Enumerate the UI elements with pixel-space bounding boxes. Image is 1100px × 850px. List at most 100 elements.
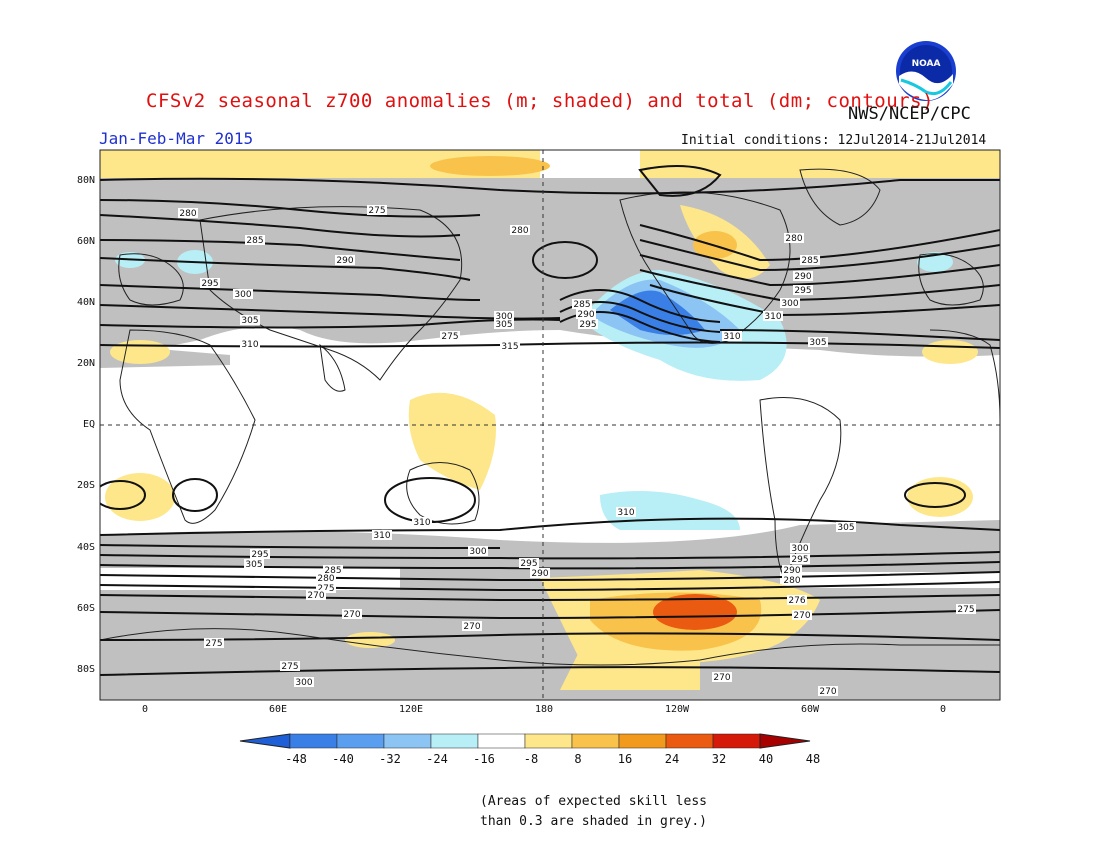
strong-positive-anomalies	[345, 592, 762, 651]
contour-label-bg	[800, 255, 820, 265]
contour-label: 290	[531, 569, 548, 579]
lat-label: 80N	[76, 175, 95, 186]
contour-label-bg	[956, 604, 976, 614]
contour-label: 295	[520, 559, 537, 569]
colorbar-label: 48	[805, 752, 821, 766]
contour-label: 295	[794, 286, 811, 296]
contour-label: 275	[957, 605, 974, 615]
contour-label: 270	[819, 687, 836, 697]
colorbar-label: 24	[664, 752, 680, 766]
colorbar-segment	[383, 733, 432, 749]
contour-label: 275	[441, 332, 458, 342]
lon-label: 0	[141, 704, 149, 715]
colorbar-segment	[430, 733, 479, 749]
footnote-line-1: (Areas of expected skill less	[480, 794, 707, 809]
contour-label-bg	[519, 558, 539, 568]
contour-value-labels: 280 2752852902953003053102802852902953003…	[178, 205, 976, 697]
colorbar-label: -24	[426, 752, 448, 766]
contour-label: 300	[234, 290, 251, 300]
contour-label-bg	[245, 235, 265, 245]
contour-label-bg	[510, 225, 530, 235]
skill-footnote: (Areas of expected skill less than 0.3 a…	[480, 792, 707, 832]
lon-label: 120W	[664, 704, 690, 715]
contour-label-bg	[204, 638, 224, 648]
contour-label-bg	[572, 299, 592, 309]
contour-label: 285	[801, 256, 818, 266]
contour-label-bg	[342, 609, 362, 619]
contour-label: 285	[246, 236, 263, 246]
colorbar-segment	[618, 733, 667, 749]
lon-label: 180	[534, 704, 554, 715]
contour-label: 275	[368, 206, 385, 216]
colorbar-label: -40	[332, 752, 354, 766]
contour-label-bg	[494, 319, 514, 329]
contour-label-bg	[440, 331, 460, 341]
contour-label: 270	[793, 611, 810, 621]
contour-label-bg	[787, 595, 807, 605]
forecast-period: Jan-Feb-Mar 2015	[99, 129, 254, 148]
logo-text: NOAA	[912, 59, 941, 69]
contour-label: 310	[723, 332, 740, 342]
noaa-logo: NOAA	[896, 41, 956, 101]
contour-label: 310	[617, 508, 634, 518]
lat-label: 60S	[76, 603, 95, 614]
contour-label-bg	[722, 331, 742, 341]
colorbar-label: -16	[473, 752, 495, 766]
contour-label: 295	[791, 555, 808, 565]
chart-title: CFSv2 seasonal z700 anomalies (m; shaded…	[146, 90, 934, 112]
contour-label-bg	[316, 583, 336, 593]
contour-label: 310	[373, 531, 390, 541]
lat-label: 60N	[76, 236, 95, 247]
contour-label-bg	[500, 341, 520, 351]
lat-label: 80S	[76, 664, 95, 675]
contour-label-bg	[836, 522, 856, 532]
colorbar-label: -32	[379, 752, 401, 766]
contour-label: 300	[495, 312, 512, 322]
contour-label: 310	[764, 312, 781, 322]
colorbar	[239, 733, 811, 749]
lat-label: EQ	[82, 419, 95, 430]
contour-label: 305	[809, 338, 826, 348]
lat-label: 40N	[76, 297, 95, 308]
contour-label-bg	[712, 672, 732, 682]
contour-label: 280	[511, 226, 528, 236]
colorbar-segment	[665, 733, 714, 749]
contour-label: 300	[781, 299, 798, 309]
colorbar-arrow-left	[239, 733, 291, 749]
colorbar-label: -48	[285, 752, 307, 766]
colorbar-segment	[289, 733, 338, 749]
contour-label-bg	[792, 610, 812, 620]
contour-label-bg	[793, 271, 813, 281]
contour-label-bg	[616, 507, 636, 517]
contour-label-bg	[280, 661, 300, 671]
contour-label: 310	[241, 340, 258, 350]
contour-label: 300	[295, 678, 312, 688]
lon-label: 60W	[800, 704, 820, 715]
contour-label-bg	[294, 677, 314, 687]
contour-label-bg	[316, 573, 336, 583]
colorbar-arrow-right	[759, 733, 811, 749]
colorbar-label: 40	[758, 752, 774, 766]
contour-label: 275	[317, 584, 334, 594]
lon-label: 120E	[398, 704, 424, 715]
contour-label-bg	[818, 686, 838, 696]
initial-conditions: Initial conditions: 12Jul2014-21Jul2014	[681, 133, 987, 148]
contour-label-bg	[784, 233, 804, 243]
contour-label: 280	[783, 576, 800, 586]
contour-label: 285	[573, 300, 590, 310]
lon-label: 0	[939, 704, 947, 715]
contour-label: 290	[794, 272, 811, 282]
lat-label: 40S	[76, 542, 95, 553]
colorbar-label: -8	[523, 752, 539, 766]
contour-label-bg	[240, 315, 260, 325]
contour-label-bg	[780, 298, 800, 308]
colorbar-label: 16	[617, 752, 633, 766]
contour-label-bg	[240, 339, 260, 349]
contour-label: 275	[205, 639, 222, 649]
contour-label: 285	[324, 566, 341, 576]
contour-label: 290	[336, 256, 353, 266]
contour-label-bg	[782, 575, 802, 585]
contour-label: 300	[469, 547, 486, 557]
colorbar-segment	[712, 733, 761, 749]
